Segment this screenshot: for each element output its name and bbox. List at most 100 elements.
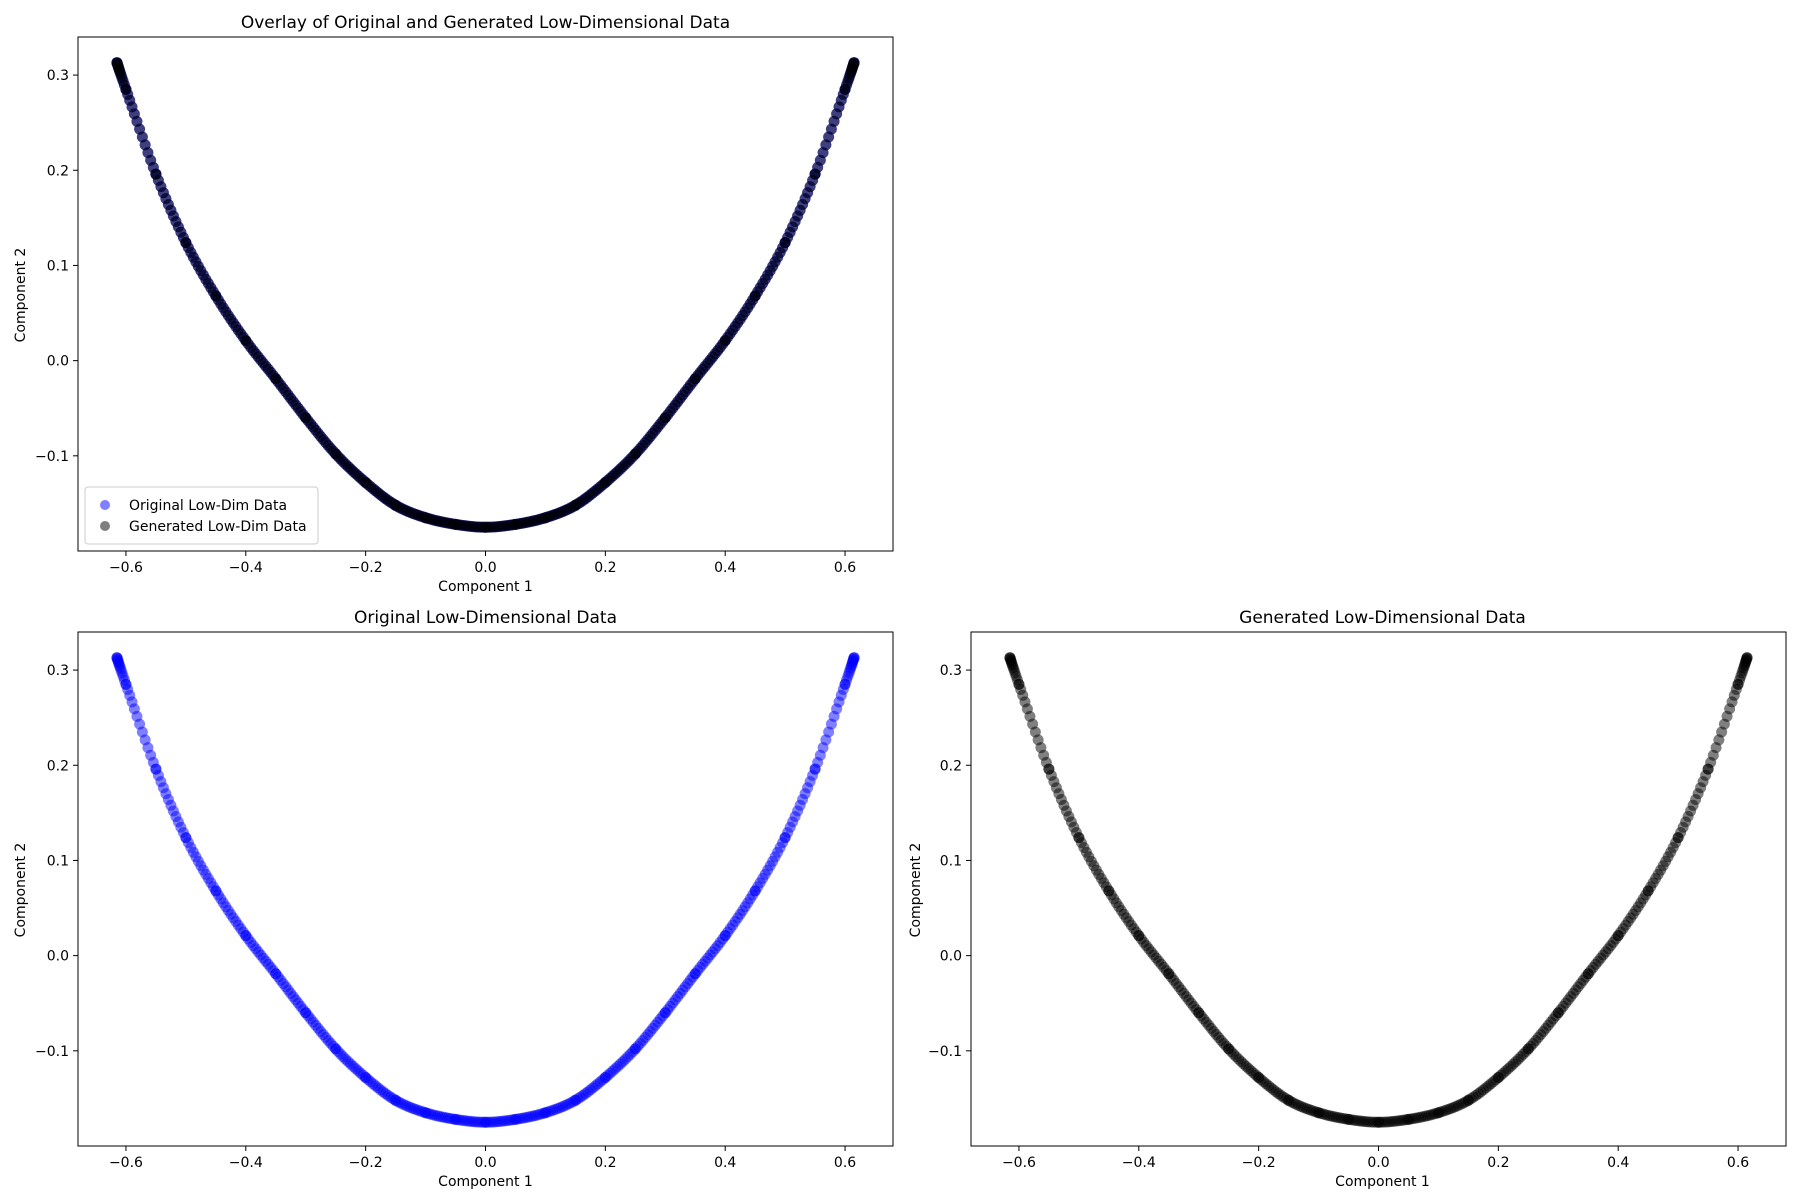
legend-marker	[100, 500, 110, 510]
data-point	[509, 1113, 521, 1125]
data-point	[120, 83, 132, 95]
data-point	[539, 1107, 551, 1119]
data-point	[270, 968, 282, 980]
x-axis-label: Component 1	[438, 579, 533, 595]
data-point	[420, 1107, 432, 1119]
data-point	[1741, 652, 1753, 664]
data-point	[1432, 1107, 1444, 1119]
x-tick-label: 0.0	[474, 1155, 496, 1171]
y-tick-label: 0.0	[47, 949, 69, 965]
data-point	[569, 499, 581, 511]
data-point	[779, 832, 791, 844]
x-tick-label: −0.4	[229, 1155, 263, 1171]
data-point	[180, 832, 192, 844]
x-axis-label: Component 1	[438, 1174, 533, 1190]
data-point	[1732, 678, 1744, 690]
data-point	[1313, 1107, 1325, 1119]
data-point	[1492, 1071, 1504, 1083]
chart-title: Overlay of Original and Generated Low-Di…	[241, 13, 730, 33]
y-tick-label: 0.1	[47, 853, 69, 869]
data-point	[360, 476, 372, 488]
generated-chart: Generated Low-Dimensional Data Component…	[908, 608, 1787, 1190]
data-point	[270, 373, 282, 385]
x-tick-label: −0.6	[109, 1155, 143, 1171]
data-point	[839, 83, 851, 95]
data-point	[300, 1007, 312, 1019]
y-tick-label: 0.2	[47, 163, 69, 179]
data-point	[509, 518, 521, 530]
x-tick-label: −0.2	[1242, 1155, 1276, 1171]
data-point	[1462, 1094, 1474, 1106]
data-point	[629, 448, 641, 460]
axes-frame	[970, 631, 1787, 1147]
data-point	[210, 885, 222, 897]
series-1	[111, 57, 860, 533]
data-point	[719, 335, 731, 347]
data-point	[1103, 885, 1115, 897]
data-point	[539, 512, 551, 524]
data-point	[240, 335, 252, 347]
data-point	[569, 1094, 581, 1106]
data-point	[111, 652, 123, 664]
data-point	[1073, 832, 1085, 844]
y-tick-label: −0.1	[35, 1044, 69, 1060]
data-point	[689, 373, 701, 385]
x-tick-label: 0.2	[1487, 1155, 1509, 1171]
data-point	[450, 518, 462, 530]
data-point	[120, 678, 132, 690]
data-point	[150, 763, 162, 775]
data-point	[1013, 678, 1025, 690]
legend-marker	[100, 521, 110, 531]
data-point	[659, 1007, 671, 1019]
y-axis-label: Component 2	[908, 843, 924, 938]
y-tick-label: 0.0	[940, 949, 962, 965]
data-point	[330, 1043, 342, 1055]
data-point	[1223, 1043, 1235, 1055]
data-point	[1612, 930, 1624, 942]
data-point	[839, 678, 851, 690]
x-tick-label: 0.0	[474, 560, 496, 576]
x-axis-label: Component 1	[1335, 1174, 1430, 1190]
data-point	[480, 1116, 491, 1128]
data-point	[1163, 968, 1175, 980]
axes-frame	[77, 36, 894, 552]
legend: Original Low-Dim Data Generated Low-Dim D…	[84, 486, 319, 545]
axes-frame	[77, 631, 894, 1147]
x-tick-label: 0.6	[1727, 1155, 1749, 1171]
data-point	[749, 290, 761, 302]
x-tick-label: −0.2	[349, 1155, 383, 1171]
data-point	[390, 1094, 402, 1106]
legend-label: Original Low-Dim Data	[129, 498, 287, 514]
data-point	[210, 290, 222, 302]
y-tick-label: −0.1	[35, 449, 69, 465]
chart-title: Generated Low-Dimensional Data	[1239, 608, 1526, 628]
data-point	[809, 168, 821, 180]
data-point	[150, 168, 162, 180]
data-point	[450, 1113, 462, 1125]
chart-title: Original Low-Dimensional Data	[354, 608, 617, 628]
data-point	[779, 237, 791, 249]
data-point	[1043, 763, 1055, 775]
data-point	[300, 412, 312, 424]
y-tick-label: 0.3	[47, 68, 69, 84]
x-tick-label: 0.6	[834, 1155, 856, 1171]
y-tick-label: 0.1	[940, 853, 962, 869]
data-point	[1253, 1071, 1265, 1083]
series-0	[1004, 652, 1753, 1128]
data-point	[180, 237, 192, 249]
legend-box	[84, 486, 319, 545]
y-tick-label: 0.3	[47, 663, 69, 679]
data-point	[330, 448, 342, 460]
y-axis-label: Component 2	[13, 843, 29, 938]
data-point	[1283, 1094, 1295, 1106]
data-point	[111, 57, 123, 69]
data-point	[1193, 1007, 1205, 1019]
y-tick-label: 0.2	[940, 758, 962, 774]
x-tick-label: 0.2	[594, 1155, 616, 1171]
legend-label: Generated Low-Dim Data	[129, 519, 307, 535]
data-point	[420, 512, 432, 524]
data-point	[599, 1071, 611, 1083]
x-tick-label: −0.2	[349, 560, 383, 576]
y-tick-label: 0.3	[940, 663, 962, 679]
